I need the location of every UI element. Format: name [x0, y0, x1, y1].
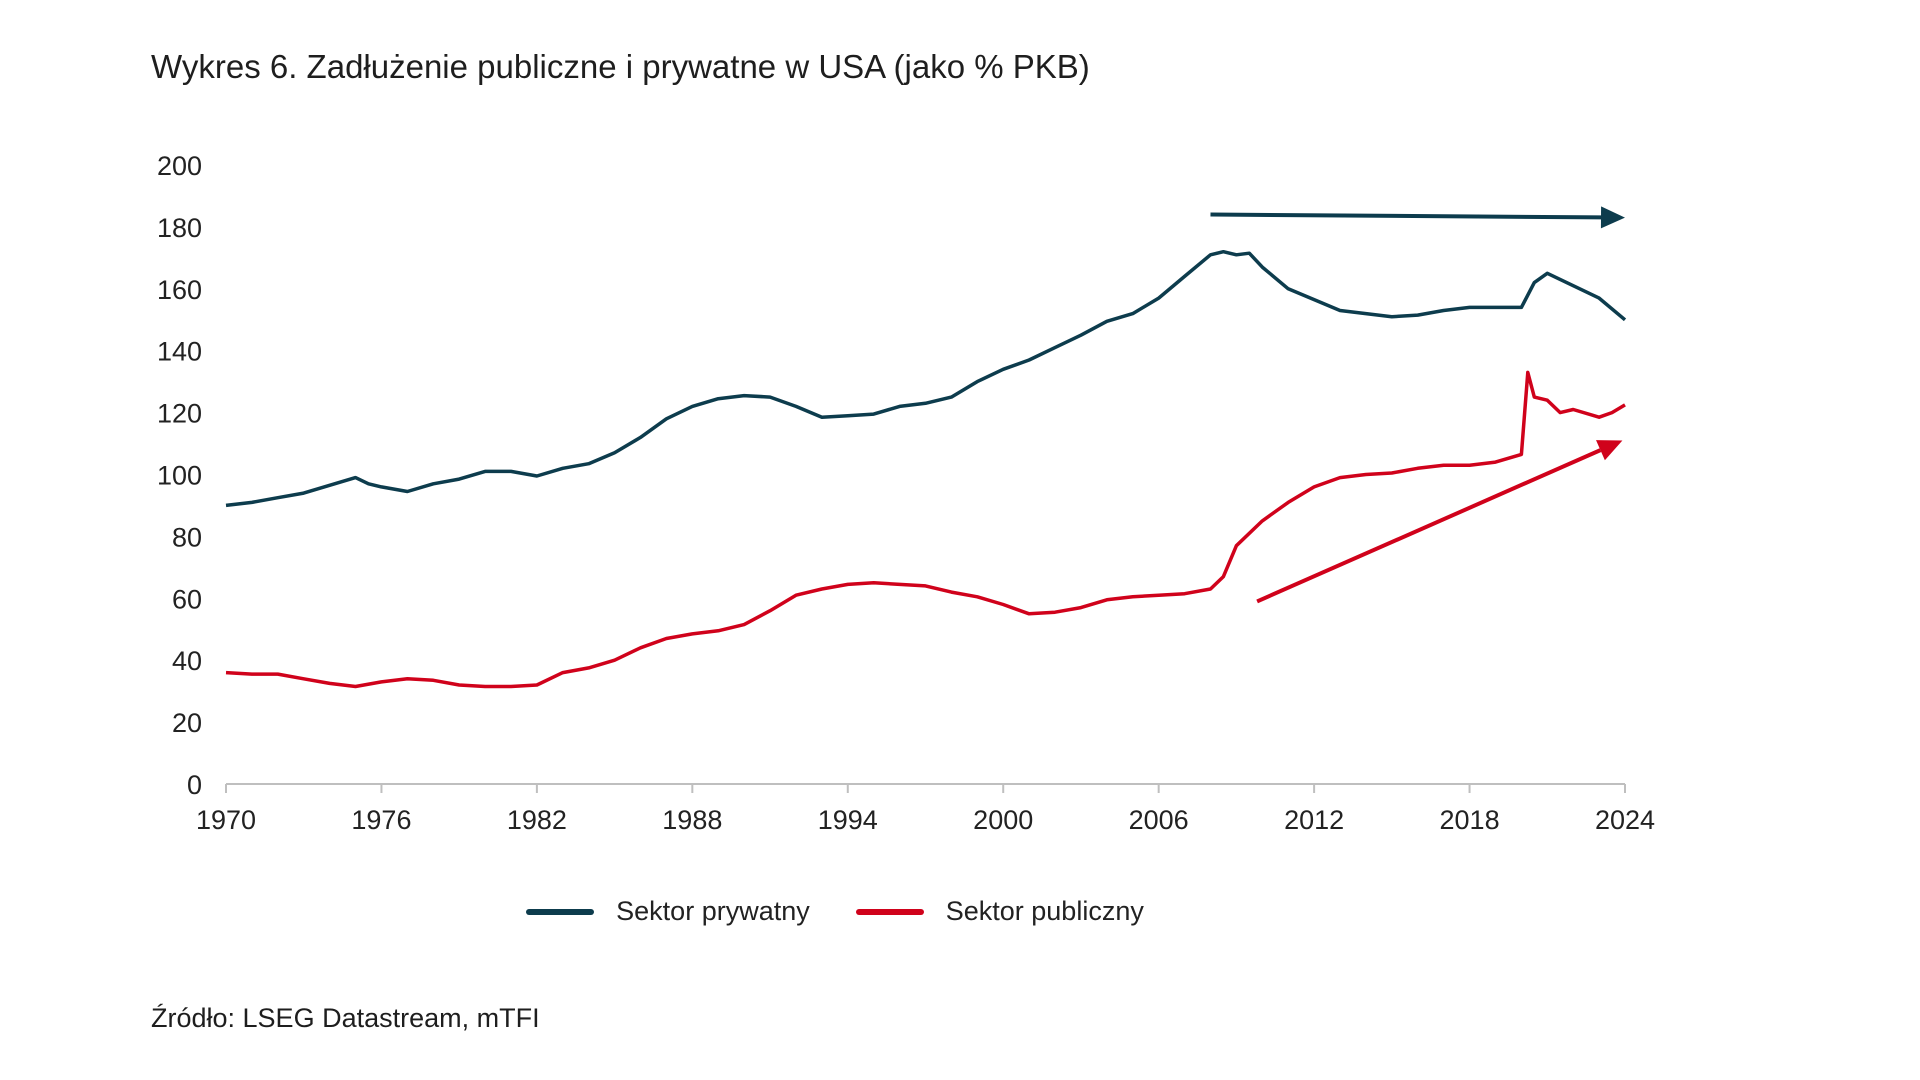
x-tick-label: 1982	[507, 805, 567, 835]
legend-swatch-public	[855, 908, 924, 915]
y-tick-label: 140	[157, 337, 202, 367]
annotation-arrowhead-icon	[1600, 206, 1625, 229]
x-tick-label: 1976	[351, 805, 411, 835]
x-tick-label: 2000	[973, 805, 1033, 835]
y-tick-label: 200	[157, 151, 202, 181]
annotation-arrowhead-icon	[1596, 440, 1623, 461]
legend-item-private: Sektor prywatny	[526, 896, 810, 927]
x-tick-label: 1994	[818, 805, 878, 835]
y-tick-label: 160	[157, 275, 202, 305]
series-line-private	[225, 249, 1627, 508]
x-tick-label: 2024	[1595, 805, 1655, 835]
legend-item-public: Sektor publiczny	[855, 896, 1144, 927]
annotation-arrow-line	[1256, 448, 1602, 604]
x-tick-label: 2006	[1129, 805, 1189, 835]
y-tick-label: 60	[172, 584, 202, 614]
series-line-public	[225, 370, 1626, 689]
x-tick-label: 1970	[196, 805, 256, 835]
legend-label-private: Sektor prywatny	[616, 896, 810, 926]
y-tick-label: 180	[157, 213, 202, 243]
x-tick-label: 2012	[1284, 805, 1344, 835]
y-tick-label: 100	[157, 461, 202, 491]
y-tick-label: 120	[157, 399, 202, 429]
source-note: Źródło: LSEG Datastream, mTFI	[151, 1003, 540, 1033]
legend-label-public: Sektor publiczny	[945, 896, 1144, 926]
chart-title: Wykres 6. Zadłużenie publiczne i prywatn…	[151, 48, 1090, 85]
y-tick-label: 80	[172, 522, 202, 552]
y-tick-label: 40	[172, 646, 202, 676]
y-tick-label: 0	[187, 770, 202, 800]
legend: Sektor prywatny Sektor publiczny	[0, 896, 1920, 927]
annotation-arrow-line	[1210, 212, 1602, 220]
x-tick-label: 1988	[662, 805, 722, 835]
x-tick-label: 2018	[1440, 805, 1500, 835]
legend-swatch-private	[526, 908, 595, 915]
y-tick-label: 20	[172, 708, 202, 738]
